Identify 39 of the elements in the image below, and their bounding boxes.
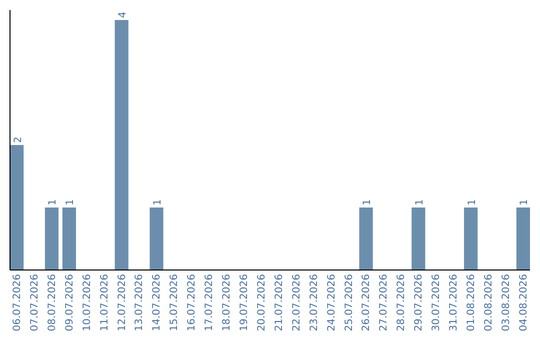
x-tick-label: 28.07.2026 bbox=[396, 274, 408, 332]
x-tick-label: 01.08.2026 bbox=[466, 274, 478, 332]
x-tick-label: 30.07.2026 bbox=[431, 274, 442, 332]
x-tick-label: 03.08.2026 bbox=[500, 274, 512, 332]
data-label: 1 bbox=[466, 199, 478, 206]
x-tick-label: 19.07.2026 bbox=[239, 274, 250, 332]
x-tick-label: 31.07.2026 bbox=[448, 274, 460, 332]
x-tick-label: 04.08.2026 bbox=[518, 274, 530, 332]
x-tick-label: 17.07.2026 bbox=[204, 274, 216, 332]
x-tick-label: 12.07.2026 bbox=[116, 274, 128, 332]
x-tick-label: 27.07.2026 bbox=[378, 274, 390, 332]
data-label: 1 bbox=[152, 199, 164, 206]
data-label: 1 bbox=[362, 199, 374, 206]
data-label: 1 bbox=[48, 199, 59, 206]
x-tick-label: 10.07.2026 bbox=[82, 274, 93, 332]
x-tick-label: 29.07.2026 bbox=[414, 274, 425, 332]
data-label: 1 bbox=[519, 199, 530, 206]
x-tick-label: 11.07.2026 bbox=[99, 274, 110, 332]
x-tick-label: 20.07.2026 bbox=[256, 274, 268, 332]
x-tick-label: 18.07.2026 bbox=[222, 274, 233, 332]
x-tick-label: 22.07.2026 bbox=[291, 274, 302, 332]
data-label: 2 bbox=[12, 136, 24, 143]
x-tick-label: 09.07.2026 bbox=[64, 274, 76, 332]
x-tick-label: 16.07.2026 bbox=[186, 274, 198, 332]
x-tick-label: 02.08.2026 bbox=[483, 274, 494, 332]
x-tick-label: 15.07.2026 bbox=[169, 274, 180, 332]
data-label: 1 bbox=[65, 199, 76, 206]
x-tick-label: 26.07.2026 bbox=[361, 274, 372, 332]
x-tick-label: 14.07.2026 bbox=[152, 274, 163, 332]
data-label: 1 bbox=[414, 199, 426, 206]
x-tick-label: 13.07.2026 bbox=[134, 274, 146, 332]
x-tick-label: 25.07.2026 bbox=[344, 274, 355, 332]
x-tick-label: 06.07.2026 bbox=[12, 274, 24, 332]
x-tick-label: 08.07.2026 bbox=[46, 274, 58, 332]
x-tick-label: 24.07.2026 bbox=[326, 274, 338, 332]
x-tick-label: 21.07.2026 bbox=[274, 274, 285, 332]
x-tick-label: 23.07.2026 bbox=[308, 274, 320, 332]
x-tick-label: 07.07.2026 bbox=[29, 274, 40, 332]
data-label: 4 bbox=[118, 12, 129, 18]
